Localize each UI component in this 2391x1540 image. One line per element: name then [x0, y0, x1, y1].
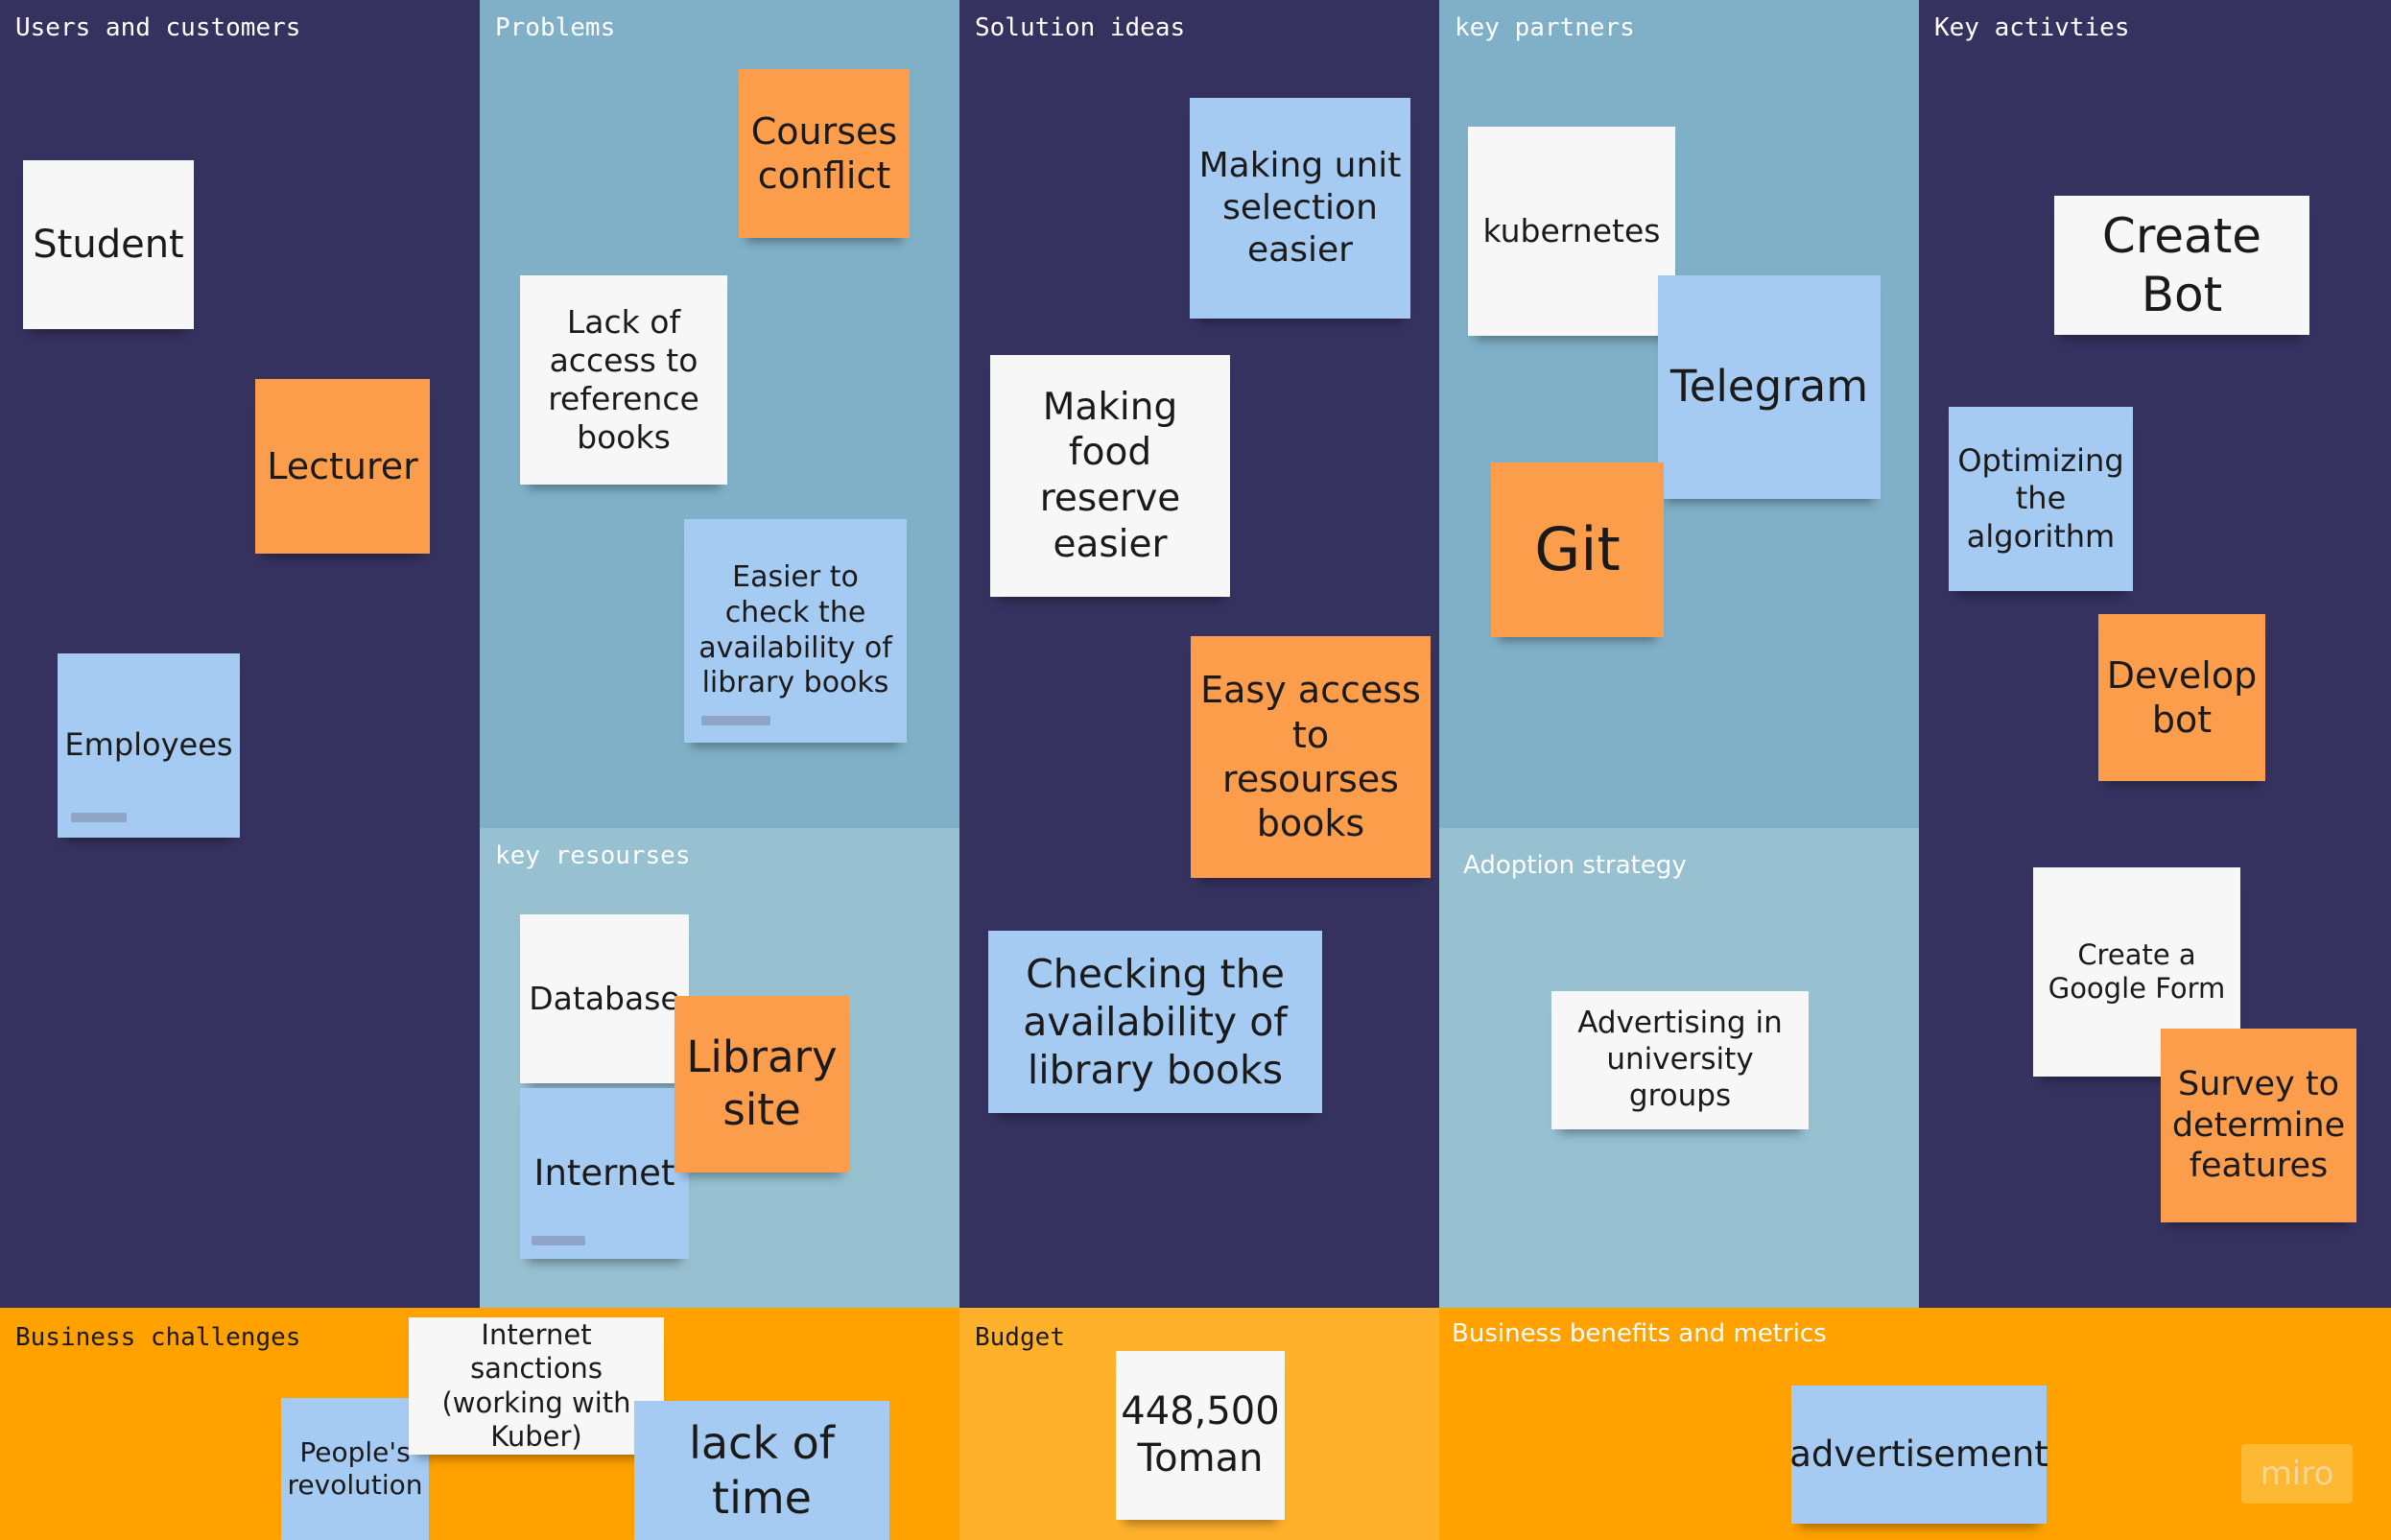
sticky-note-database[interactable]: Database	[520, 914, 689, 1083]
miro-logo: miro	[2241, 1444, 2353, 1504]
sticky-note-telegram[interactable]: Telegram	[1658, 275, 1881, 499]
sticky-note-library-site[interactable]: Library site	[675, 996, 849, 1173]
panel-title: Business challenges	[15, 1323, 301, 1352]
panel-title: Business benefits and metrics	[1452, 1319, 1827, 1348]
sticky-note-advertising[interactable]: Advertising in university groups	[1551, 991, 1809, 1129]
sticky-note-lack-of-access[interactable]: Lack of access to reference books	[520, 275, 727, 485]
sticky-note-budget[interactable]: 448,500 Toman	[1116, 1351, 1285, 1520]
sticky-note-food-reserve[interactable]: Making food reserve easier	[990, 355, 1230, 597]
sticky-note-lecturer[interactable]: Lecturer	[255, 379, 430, 554]
sticky-note-internet[interactable]: Internet	[520, 1088, 689, 1259]
panel-title: Adoption strategy	[1463, 851, 1687, 880]
sticky-note-survey[interactable]: Survey to determine features	[2161, 1029, 2356, 1222]
sticky-note-kubernetes[interactable]: kubernetes	[1468, 127, 1675, 336]
note-drag-handle	[532, 1236, 585, 1245]
sticky-note-easier-to-check[interactable]: Easier to check the availability of libr…	[684, 519, 907, 743]
panel-title: key resourses	[495, 841, 691, 870]
sticky-note-internet-sanctions[interactable]: Internet sanctions (working with Kuber)	[409, 1317, 664, 1455]
sticky-note-develop-bot[interactable]: Develop bot	[2098, 614, 2265, 781]
sticky-note-create-bot[interactable]: Create Bot	[2054, 196, 2309, 335]
sticky-note-courses-conflict[interactable]: Courses conflict	[739, 69, 910, 238]
panel-title: Users and customers	[15, 13, 301, 42]
sticky-note-lack-of-time[interactable]: lack of time	[634, 1401, 889, 1540]
sticky-note-checking-availability[interactable]: Checking the availability of library boo…	[988, 931, 1322, 1113]
panel-title: Problems	[495, 13, 616, 42]
panel-title: key partners	[1455, 13, 1635, 42]
sticky-note-student[interactable]: Student	[23, 160, 194, 329]
sticky-note-git[interactable]: Git	[1491, 462, 1664, 637]
note-drag-handle	[701, 716, 770, 725]
sticky-note-easy-access[interactable]: Easy access to resourses books	[1191, 636, 1431, 878]
sticky-note-employees[interactable]: Employees	[58, 653, 240, 838]
sticky-note-unit-selection[interactable]: Making unit selection easier	[1190, 98, 1410, 319]
panel-title: Key activties	[1934, 13, 2130, 42]
sticky-note-advertisement[interactable]: advertisement	[1789, 1386, 2048, 1524]
sticky-note-optimizing[interactable]: Optimizing the algorithm	[1949, 407, 2133, 591]
panel-title: Solution ideas	[975, 13, 1186, 42]
panel-title: Budget	[975, 1323, 1065, 1352]
sticky-note-revolution[interactable]: People's revolution	[281, 1398, 429, 1540]
note-drag-handle	[71, 813, 127, 822]
